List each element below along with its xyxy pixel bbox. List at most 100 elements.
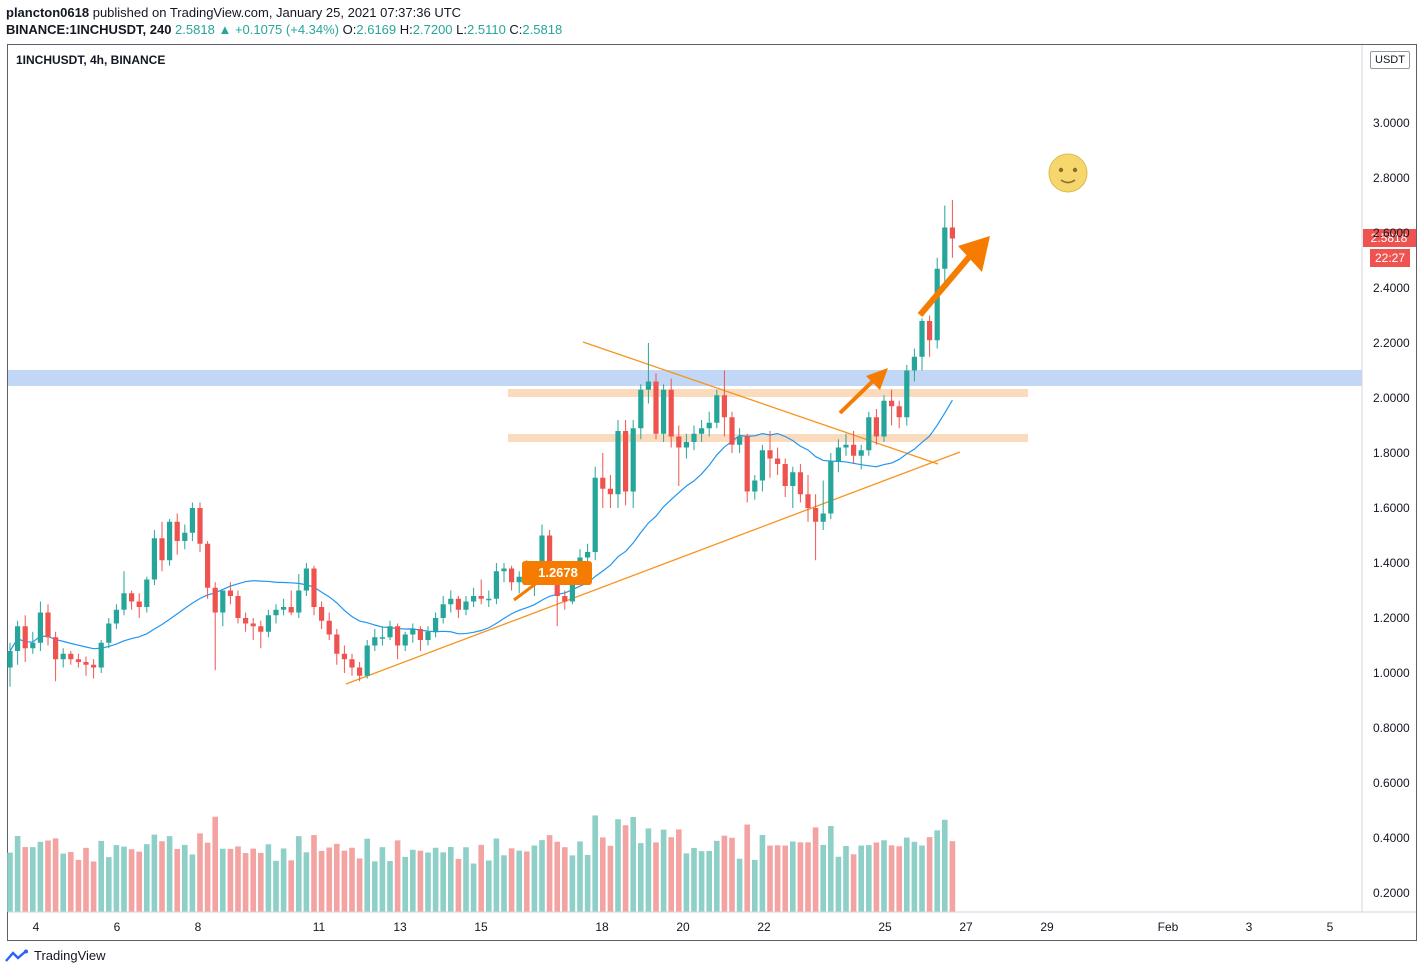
candle-body <box>417 629 423 640</box>
volume-bar <box>121 846 127 912</box>
candle-body <box>828 461 834 514</box>
annotation-badge <box>522 561 592 585</box>
candle-body <box>174 521 180 541</box>
volume-bar <box>83 847 89 912</box>
volume-bar <box>881 840 887 912</box>
volume-bar <box>318 850 325 912</box>
volume-bar <box>14 835 21 912</box>
candle-body <box>106 623 112 643</box>
volume-bar <box>896 846 902 912</box>
volume-bar <box>356 858 363 912</box>
y-tick-label: 1.6000 <box>1373 501 1410 515</box>
candle-body <box>433 618 439 632</box>
candle-body <box>790 472 796 486</box>
volume-bar <box>394 840 401 912</box>
breakout-arrow-head <box>866 368 888 390</box>
candle-body <box>949 227 955 239</box>
volume-bar <box>516 850 522 912</box>
candle-body <box>220 590 226 613</box>
candle-body <box>387 626 393 638</box>
author-name: plancton0618 <box>6 5 90 20</box>
candle-body <box>326 620 332 635</box>
volume-bar <box>144 844 150 912</box>
volume-bar <box>273 860 279 912</box>
volume-bar <box>90 861 97 912</box>
volume-bar <box>235 846 241 912</box>
volume-bar <box>843 845 849 912</box>
volume-bar <box>562 847 568 912</box>
candle-body <box>136 601 142 607</box>
volume-bar <box>774 845 781 912</box>
volume-bar <box>212 816 218 912</box>
candle-body <box>706 422 712 429</box>
volume-bar <box>470 863 477 912</box>
volume-bar <box>622 825 629 912</box>
volume-bar <box>227 848 234 912</box>
footer-brand[interactable]: TradingView <box>4 948 106 963</box>
volume-bar <box>691 847 697 912</box>
candle-body <box>516 576 522 583</box>
volume-bar <box>387 861 393 912</box>
candle-body <box>501 568 507 572</box>
volume-bar <box>463 847 469 912</box>
symbol-line: BINANCE:1INCHUSDT, 240 <box>6 22 172 37</box>
candle-body <box>592 477 598 552</box>
candle-body <box>661 389 667 434</box>
volume-bar <box>258 852 264 912</box>
candle-body <box>471 596 477 602</box>
candle-body <box>68 653 74 660</box>
tradingview-logo-icon <box>5 949 28 962</box>
candle-body <box>167 521 173 561</box>
volume-bar <box>759 835 766 912</box>
volume-bar <box>729 837 735 912</box>
x-tick-label: 3 <box>1246 920 1253 934</box>
candle-body <box>448 598 454 605</box>
candle-body <box>235 596 241 618</box>
chart-frame[interactable] <box>7 44 1417 941</box>
volume-bar <box>189 854 196 912</box>
volume-bar <box>159 841 165 912</box>
candle-body <box>889 400 895 407</box>
close-value: 2.5818 <box>522 22 563 37</box>
last-price: 2.5818 <box>175 22 215 37</box>
candle-body <box>463 601 469 610</box>
footer-brand-text: TradingView <box>34 948 106 963</box>
currency-selector[interactable]: USDT <box>1370 51 1410 69</box>
volume-bar <box>546 835 553 912</box>
candle-body <box>7 651 13 668</box>
x-tick-label: 20 <box>676 920 690 934</box>
candle-body <box>60 653 66 660</box>
close-label: C: <box>509 22 523 37</box>
candle-body <box>182 532 188 541</box>
candle-body <box>113 609 119 624</box>
y-tick-label: 0.6000 <box>1373 776 1410 790</box>
candle-body <box>668 389 674 437</box>
volume-bar <box>136 851 142 912</box>
candle-body <box>402 634 408 646</box>
up-triangle-icon: ▲ <box>218 22 232 37</box>
volume-bar <box>402 856 408 912</box>
ohlc-line: BINANCE:1INCHUSDT, 240 2.5818 ▲ +0.1075 … <box>6 22 562 37</box>
candle-body <box>873 417 879 437</box>
candle-body <box>243 618 249 624</box>
candle-body <box>919 321 925 357</box>
candle-body <box>121 593 127 610</box>
candle-body <box>265 615 271 632</box>
candle-body <box>45 612 51 638</box>
high-label: H: <box>399 22 413 37</box>
volume-bar <box>341 850 348 912</box>
publish-info: plancton0618 published on TradingView.co… <box>6 5 461 20</box>
volume-bar <box>698 851 705 912</box>
candle-body <box>759 450 765 481</box>
candle-body <box>212 587 218 613</box>
volume-bar <box>653 842 659 912</box>
volume-bar <box>311 835 317 912</box>
y-tick-label: 2.0000 <box>1373 391 1410 405</box>
supply-zone-lower <box>508 434 1028 442</box>
volume-bar <box>866 845 872 912</box>
volume-bar <box>372 861 378 912</box>
volume-bar <box>440 852 446 912</box>
candle-body <box>159 538 165 561</box>
candle-body <box>98 642 104 668</box>
